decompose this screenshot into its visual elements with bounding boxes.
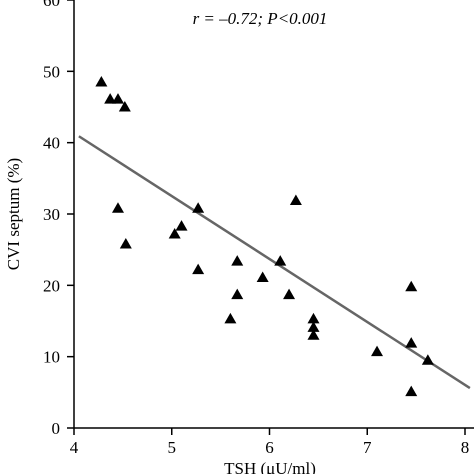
axes: [73, 0, 474, 429]
data-point-triangle: [95, 76, 108, 87]
x-axis-title: TSH (μU/ml): [224, 459, 316, 474]
data-point-triangle: [307, 321, 320, 332]
data-point-triangle: [307, 312, 320, 324]
regression-layer: [78, 135, 471, 390]
y-axis-title: CVI septum (%): [4, 158, 23, 270]
data-point-triangle: [192, 263, 205, 275]
data-point-triangle: [168, 227, 181, 239]
data-point-triangle: [231, 288, 244, 300]
x-tick-label: 7: [363, 438, 372, 457]
data-point-triangle: [289, 194, 302, 205]
data-point-triangle: [224, 312, 237, 324]
data-point-triangle: [274, 255, 287, 266]
data-point-triangle: [256, 271, 269, 282]
y-tick-label: 40: [43, 134, 60, 153]
data-point-triangle: [421, 354, 434, 365]
data-point-triangle: [111, 93, 124, 104]
data-point-triangle: [175, 220, 188, 231]
x-tick-label: 5: [168, 438, 177, 457]
y-tick-label: 30: [43, 205, 60, 224]
data-point-triangle: [307, 329, 320, 340]
data-point-triangle: [405, 385, 418, 397]
data-point-triangle: [104, 93, 117, 104]
x-tick-label: 6: [265, 438, 274, 457]
regression-line: [78, 135, 471, 390]
data-point-triangle: [371, 345, 384, 357]
y-tick-label: 20: [43, 276, 60, 295]
y-tick-label: 50: [43, 62, 60, 81]
data-point-triangle: [111, 202, 124, 213]
y-tick-label: 10: [43, 348, 60, 367]
data-point-triangle: [119, 237, 132, 249]
ticks: 0 10 20 30 40 50 60 4 5 6 7 8: [43, 0, 469, 457]
data-point-triangle: [231, 255, 244, 266]
data-point-triangle: [405, 337, 418, 348]
data-point-triangle: [118, 101, 131, 112]
x-tick-label: 8: [461, 438, 470, 457]
data-point-triangle: [405, 280, 418, 292]
correlation-annotation: r = –0.72; P<0.001: [193, 9, 328, 28]
x-tick-label: 4: [70, 438, 79, 457]
data-point-triangle: [192, 202, 205, 213]
y-tick-label: 60: [43, 0, 60, 10]
data-point-triangle: [283, 288, 296, 300]
data-points: [95, 76, 434, 397]
y-tick-label: 0: [52, 419, 61, 438]
